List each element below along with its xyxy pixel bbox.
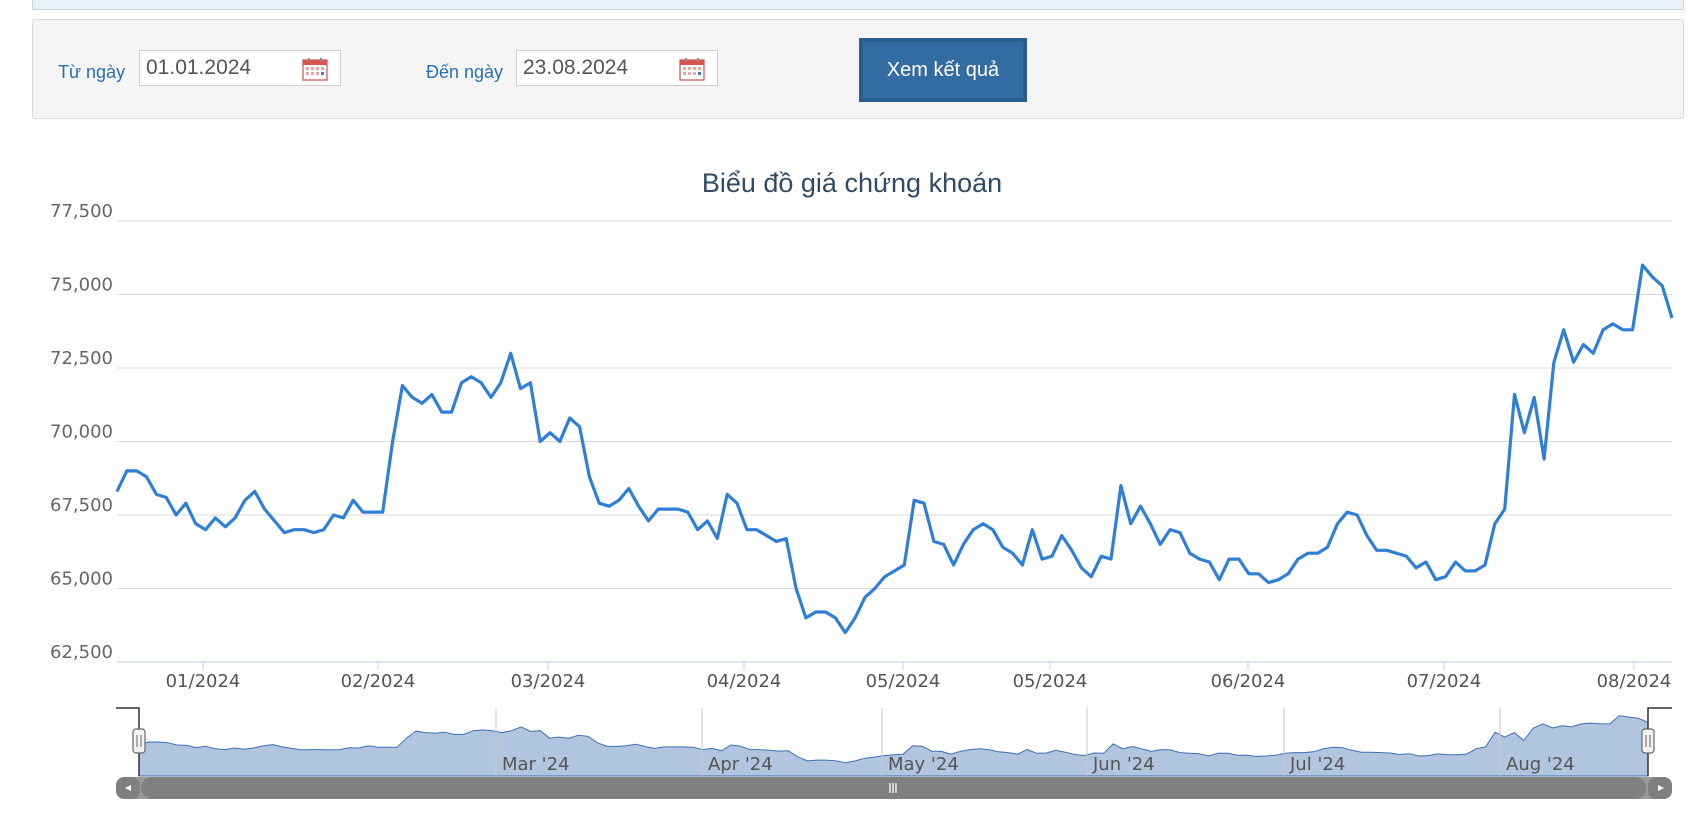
scroll-right-arrow-icon[interactable] <box>1658 785 1664 791</box>
calendar-icon[interactable] <box>302 57 328 81</box>
navigator-label: Jul '24 <box>1289 754 1345 775</box>
x-tick-label: 04/2024 <box>707 671 782 692</box>
top-strip <box>32 0 1684 10</box>
x-tick-label: 03/2024 <box>511 671 586 692</box>
from-date-input[interactable] <box>146 56 306 80</box>
navigator-label: May '24 <box>888 754 959 775</box>
to-date-label: Đến ngày <box>426 62 504 82</box>
price-line <box>115 263 1674 635</box>
y-tick-label: 75,000 <box>50 275 113 296</box>
navigator-left-handle[interactable] <box>132 728 146 754</box>
x-tick-label: 06/2024 <box>1211 671 1286 692</box>
x-tick-label: 07/2024 <box>1407 671 1482 692</box>
date-filter-panel: Từ ngày Đến ngày Xem kết qu <box>32 19 1684 119</box>
x-tick-label: 01/2024 <box>166 671 241 692</box>
chart-title: Biểu đồ giá chứng khoán <box>701 168 1003 198</box>
from-date-label: Từ ngày <box>58 62 126 82</box>
navigator-area <box>138 715 1649 777</box>
calendar-icon[interactable] <box>679 57 705 81</box>
scroll-left-arrow-icon[interactable] <box>125 785 131 791</box>
view-results-label: Xem kết quả <box>863 42 1023 98</box>
navigator-label: Apr '24 <box>708 754 773 775</box>
y-tick-label: 72,500 <box>50 348 113 369</box>
y-tick-label: 77,500 <box>50 201 113 222</box>
y-tick-label: 70,000 <box>50 422 113 443</box>
x-tick-label: 02/2024 <box>341 671 416 692</box>
y-tick-label: 65,000 <box>50 569 113 590</box>
navigator-label: Jun '24 <box>1092 754 1155 775</box>
x-tick-label: 08/2024 <box>1597 671 1672 692</box>
navigator-label: Mar '24 <box>502 754 570 775</box>
y-tick-label: 62,500 <box>50 642 113 663</box>
y-tick-label: 67,500 <box>50 495 113 516</box>
navigator-label: Aug '24 <box>1506 754 1575 775</box>
to-date-field[interactable] <box>516 50 718 86</box>
from-date-field[interactable] <box>139 50 341 86</box>
to-date-input[interactable] <box>523 56 683 80</box>
x-tick-label: 05/2024 <box>1013 671 1088 692</box>
navigator-right-handle[interactable] <box>1641 728 1655 754</box>
view-results-button[interactable]: Xem kết quả <box>859 38 1027 102</box>
x-tick-label: 05/2024 <box>866 671 941 692</box>
